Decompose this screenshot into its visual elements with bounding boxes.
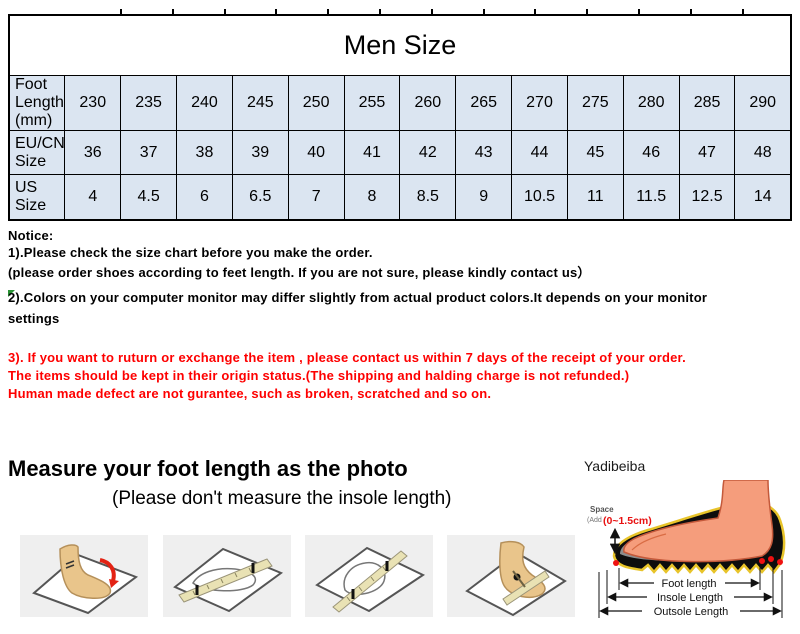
measure-dot-icon — [768, 556, 774, 562]
outsole-length-arrow-icon — [598, 570, 783, 618]
size-cell: 37 — [120, 130, 178, 175]
size-cell: 12.5 — [678, 174, 736, 221]
ruler-icon — [502, 570, 550, 606]
ruler-icon — [178, 558, 273, 603]
notice-line-3: 2).Colors on your computer monitor may d… — [8, 290, 708, 305]
size-cell: 44 — [511, 130, 568, 175]
table-title: Men Size — [8, 14, 792, 76]
size-chart-table: Men Size Foot Length (mm) 230 235 240 24… — [8, 14, 792, 221]
size-cell: 280 — [622, 75, 680, 131]
measure-heading: Measure your foot length as the photo — [8, 456, 408, 481]
size-cell: 8.5 — [399, 174, 457, 221]
notice-red-line-3: Human made defect are not gurantee, such… — [8, 386, 492, 401]
notice-heading: Notice: — [8, 228, 54, 243]
size-cell: 4 — [64, 174, 122, 221]
foot-outline-icon — [343, 561, 386, 596]
insole-length-label: Insole Length — [657, 592, 723, 604]
table-row: Men Size — [8, 14, 792, 76]
foot-length-arrow-icon — [618, 566, 761, 590]
size-cell: 11.5 — [622, 174, 680, 221]
measure-step-4-illustration — [447, 535, 575, 617]
size-cell: 8 — [343, 174, 401, 221]
size-cell: 6 — [176, 174, 233, 221]
size-cell: 39 — [231, 130, 289, 175]
size-cell: 260 — [399, 75, 457, 131]
size-cell: 245 — [231, 75, 289, 131]
size-cell: 6.5 — [231, 174, 289, 221]
size-cell: 40 — [287, 130, 345, 175]
size-cell: 36 — [64, 130, 122, 175]
notice-line-3-wrap: settings — [8, 311, 60, 326]
size-cell: 41 — [343, 130, 401, 175]
size-cell: 240 — [176, 75, 233, 131]
size-cell: 7 — [287, 174, 345, 221]
measure-dot-icon — [613, 560, 619, 566]
notice-line-2: (please order shoes according to feet le… — [8, 265, 591, 280]
row-header-foot-length: Foot Length (mm) — [8, 75, 66, 131]
table-row: US Size 4 4.5 6 6.5 7 8 8.5 9 10.5 11 11… — [8, 174, 792, 221]
size-cell: 235 — [120, 75, 178, 131]
size-cell: 38 — [176, 130, 233, 175]
table-row: EU/CN Size 36 37 38 39 40 41 42 43 44 45… — [8, 130, 792, 175]
size-cell: 14 — [734, 174, 792, 221]
foot-icon — [59, 544, 112, 599]
trace-arrow-icon — [99, 558, 116, 582]
notice-red-line-1: 3). If you want to ruturn or exchange th… — [8, 350, 686, 365]
size-cell: 275 — [566, 75, 624, 131]
size-cell: 4.5 — [120, 174, 178, 221]
foot-outline-icon — [192, 567, 257, 592]
measure-subheading: (Please don't measure the insole length) — [112, 488, 452, 509]
notice-red-line-2: The items should be kept in their origin… — [8, 368, 630, 383]
size-cell: 255 — [343, 75, 401, 131]
space-add-label: (Add — [587, 517, 602, 524]
size-cell: 10.5 — [511, 174, 568, 221]
measure-step-1-illustration — [20, 535, 148, 617]
measure-step-2-illustration — [163, 535, 291, 617]
size-cell: 45 — [566, 130, 624, 175]
size-cell: 290 — [734, 75, 792, 131]
size-cell: 47 — [678, 130, 736, 175]
measure-dot-icon — [777, 559, 783, 565]
row-header-us: US Size — [8, 174, 66, 221]
table-row: Foot Length (mm) 230 235 240 245 250 255… — [8, 75, 792, 131]
size-cell: 11 — [566, 174, 624, 221]
foot-length-label: Foot length — [661, 578, 716, 590]
size-cell: 270 — [511, 75, 568, 131]
size-cell: 265 — [455, 75, 513, 131]
insole-length-arrow-icon — [606, 568, 774, 604]
size-cell: 43 — [455, 130, 513, 175]
outsole-length-label: Outsole Length — [654, 606, 729, 618]
size-cell: 250 — [287, 75, 345, 131]
excel-error-marker-icon — [8, 290, 15, 297]
foot-shape-icon — [623, 480, 774, 563]
size-cell: 9 — [455, 174, 513, 221]
size-cell: 285 — [678, 75, 736, 131]
measure-step-3-illustration — [305, 535, 433, 617]
foot-length-diagram: Space (Add (0~1.5cm) Foot length Insole … — [562, 480, 800, 634]
brand-name: Yadibeiba — [584, 458, 646, 474]
space-value-label: (0~1.5cm) — [603, 515, 652, 527]
notice-line-1: 1).Please check the size chart before yo… — [8, 245, 373, 260]
size-cell: 48 — [734, 130, 792, 175]
measure-dot-icon — [759, 558, 765, 564]
size-cell: 42 — [399, 130, 457, 175]
size-cell: 46 — [622, 130, 680, 175]
size-cell: 230 — [64, 75, 122, 131]
space-label: Space — [590, 505, 614, 514]
row-header-eu-cn: EU/CN Size — [8, 130, 66, 175]
